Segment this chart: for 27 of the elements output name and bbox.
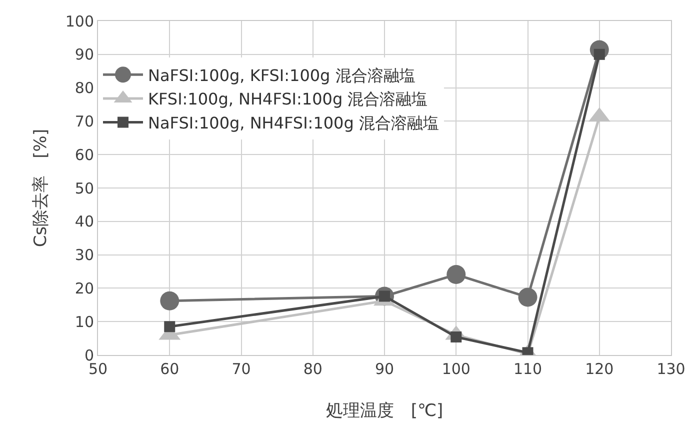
legend-label: NaFSI:100g, NH4FSI:100g 混合溶融塩	[148, 113, 439, 132]
point	[518, 288, 538, 307]
x-tick-label: 90	[374, 360, 394, 378]
y-tick-label: 60	[74, 146, 94, 164]
x-axis-title: 処理温度 [℃]	[326, 401, 444, 421]
y-tick-label: 80	[74, 79, 94, 98]
y-tick-label: 90	[74, 46, 94, 64]
y-tick-label: 50	[74, 179, 94, 198]
y-tick-label: 20	[74, 279, 94, 298]
x-tick-label: 120	[585, 360, 614, 378]
point	[160, 291, 180, 310]
point	[164, 321, 176, 332]
y-tick-label: 40	[74, 212, 94, 231]
legend-label: KFSI:100g, NH4FSI:100g 混合溶融塩	[148, 90, 428, 109]
point	[446, 265, 466, 284]
y-tick-label: 100	[65, 12, 94, 30]
x-tick-label: 130	[656, 360, 686, 378]
y-tick-label: 10	[74, 312, 94, 331]
legend-label: NaFSI:100g, KFSI:100g 混合溶融塩	[148, 66, 416, 85]
x-tick-label: 70	[232, 360, 251, 378]
x-tick-label: 80	[303, 360, 322, 378]
y-tick-label: 30	[74, 246, 94, 264]
y-tick-label: 70	[74, 112, 94, 130]
y-axis-title: Cs除去率 [%]	[30, 128, 51, 248]
x-tick-label: 60	[160, 360, 180, 378]
x-tick-label: 100	[442, 360, 470, 378]
x-tick-label: 110	[513, 360, 542, 378]
